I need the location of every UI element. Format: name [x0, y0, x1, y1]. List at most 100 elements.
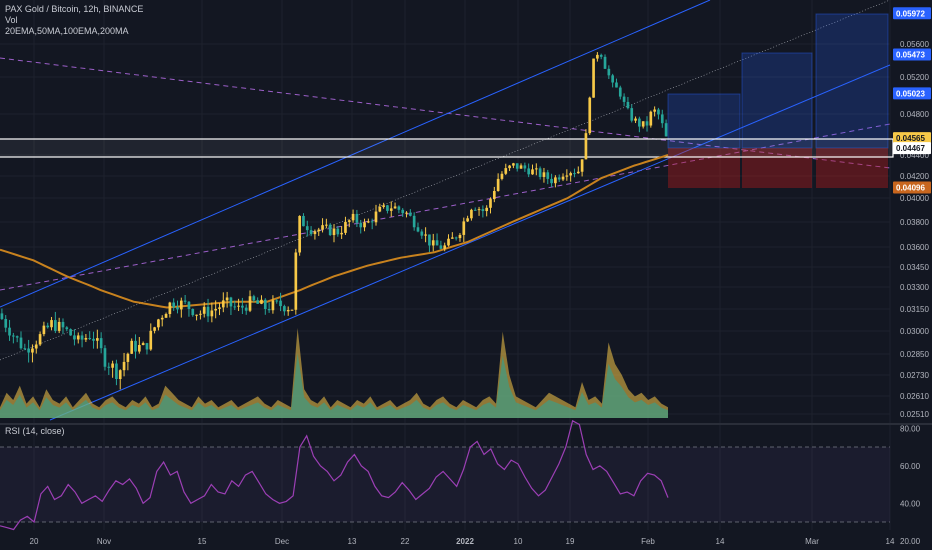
candle-body	[370, 221, 374, 223]
candle-body	[649, 111, 653, 126]
rsi-tick-label: 40.00	[900, 499, 921, 508]
candle-body	[195, 314, 198, 316]
rsi-axis: 80.00 60.00 40.00 20.00	[900, 424, 921, 546]
candle-body	[565, 175, 569, 177]
candle-body	[355, 213, 359, 223]
legend-vol: Vol	[5, 15, 18, 25]
candle-body	[450, 237, 454, 239]
legend-emas: 20EMA,50MA,100EMA,200MA	[5, 26, 129, 36]
time-tick-label: 19	[566, 537, 575, 546]
candle-body	[447, 238, 450, 246]
time-tick-label: 13	[348, 537, 357, 546]
candle-body	[294, 252, 298, 310]
candle-body	[534, 168, 538, 170]
price-tick-label: 0.04200	[900, 172, 929, 181]
price-badge-bg	[893, 87, 931, 100]
candle-body	[508, 165, 511, 169]
candle-body	[157, 319, 160, 328]
candle-body	[57, 321, 61, 331]
candle-body	[317, 229, 321, 232]
candle-body	[0, 313, 4, 319]
price-badge-label: 0.04467	[896, 144, 925, 153]
candle-body	[271, 300, 275, 311]
candle-body	[523, 165, 527, 169]
time-tick-label: 20	[30, 537, 39, 546]
candle-body	[229, 297, 233, 307]
volume-area-bear	[0, 353, 668, 418]
candle-body	[187, 301, 191, 309]
price-badge-bg	[893, 142, 931, 155]
candle-body	[149, 330, 153, 350]
candle-body	[477, 209, 481, 211]
candle-body	[431, 240, 435, 246]
candle-body	[405, 212, 408, 214]
candle-body	[8, 327, 11, 336]
candle-body	[515, 163, 519, 169]
price-badge: 0.04096	[893, 181, 931, 194]
candle-body	[569, 173, 572, 176]
candle-body	[573, 173, 576, 175]
candle-body	[290, 309, 294, 311]
candle-body	[92, 338, 95, 341]
candle-body	[420, 231, 424, 236]
candle-body	[409, 212, 412, 216]
candle-body	[4, 318, 8, 328]
time-tick-label: Mar	[805, 537, 819, 546]
candle-body	[389, 208, 393, 211]
candle-body	[344, 221, 347, 233]
candle-body	[596, 54, 599, 59]
candle-body	[439, 245, 443, 249]
rsi-label: RSI (14, close)	[5, 426, 65, 436]
candle-body	[221, 300, 225, 308]
channel-line-middle	[0, 0, 891, 361]
candle-body	[611, 75, 614, 83]
candle-body	[401, 209, 405, 214]
candle-body	[214, 308, 218, 311]
candle-body	[466, 218, 469, 222]
candle-body	[550, 178, 553, 184]
candles	[0, 52, 668, 390]
price-tick-label: 0.03300	[900, 283, 929, 292]
price-badge: 0.05473	[893, 48, 931, 61]
candle-body	[176, 307, 179, 310]
profit-box-3	[815, 13, 889, 149]
candle-body	[286, 309, 290, 312]
candle-body	[332, 228, 336, 236]
price-badge-label: 0.05473	[896, 50, 925, 59]
candle-body	[172, 302, 176, 308]
candle-body	[61, 321, 65, 328]
candle-body	[638, 118, 641, 127]
price-tick-label: 0.02610	[900, 392, 929, 401]
candle-body	[164, 314, 168, 318]
candle-body	[546, 172, 550, 179]
chart-legend: PAX Gold / Bitcoin, 12h, BINANCE Vol 20E…	[5, 4, 143, 37]
candle-body	[458, 234, 462, 239]
candle-body	[454, 237, 458, 239]
candle-body	[305, 226, 309, 231]
projection-boxes	[667, 13, 889, 188]
channel-line-lower	[49, 64, 891, 421]
time-tick-label: 14	[716, 537, 725, 546]
candle-body	[592, 58, 595, 98]
candle-body	[283, 306, 286, 312]
candle-body	[42, 325, 46, 335]
price-tick-label: 0.02730	[900, 371, 929, 380]
candle-body	[363, 222, 366, 228]
price-tick-label: 0.02510	[900, 410, 929, 419]
candle-body	[645, 121, 649, 126]
candle-body	[206, 306, 210, 317]
candle-body	[202, 306, 206, 314]
candle-body	[73, 335, 76, 340]
time-tick-label: Feb	[641, 537, 655, 546]
candle-body	[374, 211, 378, 223]
candle-body	[489, 199, 492, 208]
candle-body	[584, 133, 588, 160]
candle-body	[84, 338, 88, 340]
candle-body	[496, 178, 500, 191]
candle-body	[386, 205, 389, 211]
loss-box-3	[816, 148, 888, 188]
price-tick-label: 0.05600	[900, 40, 929, 49]
candle-body	[397, 206, 401, 210]
candle-body	[504, 168, 508, 174]
candle-body	[554, 177, 557, 184]
